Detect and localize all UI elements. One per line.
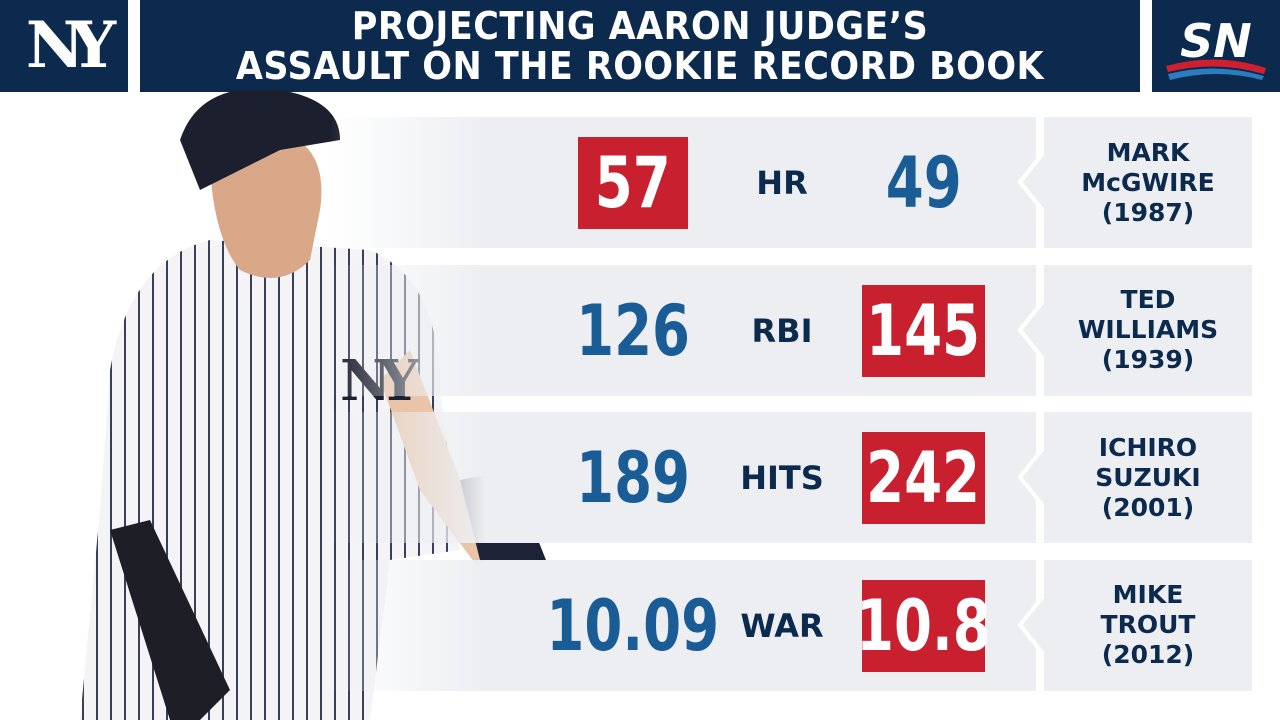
pointer <box>1017 594 1044 655</box>
holder-name: SUZUKI <box>1095 462 1201 492</box>
record-holder: TED WILLIAMS (1939) <box>1044 264 1252 396</box>
network-logo-box: SN <box>1152 0 1280 92</box>
record-value: 145 <box>862 284 985 377</box>
stat-label: HITS <box>740 459 824 497</box>
record-year: (2001) <box>1101 492 1195 522</box>
record-holder: ICHIRO SUZUKI (2001) <box>1044 412 1252 543</box>
judge-value-text: 10.09 <box>546 584 720 667</box>
pointer <box>1017 299 1044 360</box>
stat-label: RBI <box>751 311 813 350</box>
record-year: (2012) <box>1101 640 1195 669</box>
holder-name: MIKE <box>1112 580 1184 609</box>
record-value: 49 <box>862 137 985 229</box>
judge-value-text: 189 <box>576 437 690 519</box>
holder-name: TROUT <box>1100 610 1196 639</box>
pointer <box>1017 447 1044 507</box>
judge-value-text: 57 <box>594 142 671 224</box>
title-line: ASSAULT ON THE ROOKIE RECORD BOOK <box>235 44 1045 88</box>
holder-name: TED <box>1120 285 1176 314</box>
network-logo: SN <box>1180 14 1252 68</box>
judge-value: 57 <box>578 137 688 229</box>
holder-name: WILLIAMS <box>1077 315 1219 344</box>
record-value-text: 242 <box>866 437 981 519</box>
record-value-text: 10.8 <box>856 584 991 667</box>
team-logo-box: NY <box>0 0 128 92</box>
record-year: (1939) <box>1101 345 1195 374</box>
record-value-text: 145 <box>866 289 981 372</box>
record-value: 242 <box>862 432 985 524</box>
record-value-text: 49 <box>885 142 962 224</box>
judge-value: 10.09 <box>546 580 720 672</box>
holder-name: McGWIRE <box>1081 167 1215 197</box>
judge-value: 189 <box>548 432 718 524</box>
record-holder: MARK McGWIRE (1987) <box>1044 117 1252 248</box>
judge-value-text: 126 <box>576 289 690 372</box>
title-line: PROJECTING AARON JUDGE’S <box>351 4 929 48</box>
holder-name: MARK <box>1106 137 1190 167</box>
record-year: (1987) <box>1101 197 1195 227</box>
team-logo: NY <box>25 8 116 83</box>
judge-value: 126 <box>548 285 718 377</box>
network-swoosh <box>1166 59 1266 80</box>
stat-label: HR <box>756 164 808 202</box>
holder-name: ICHIRO <box>1098 432 1198 462</box>
pointer <box>1017 152 1044 212</box>
title-bar <box>140 0 1140 92</box>
title: PROJECTING AARON JUDGE’S ASSAULT ON THE … <box>140 6 1140 86</box>
stat-label: WAR <box>740 606 824 645</box>
record-value: 10.8 <box>856 579 991 672</box>
record-holder: MIKE TROUT (2012) <box>1044 559 1252 691</box>
